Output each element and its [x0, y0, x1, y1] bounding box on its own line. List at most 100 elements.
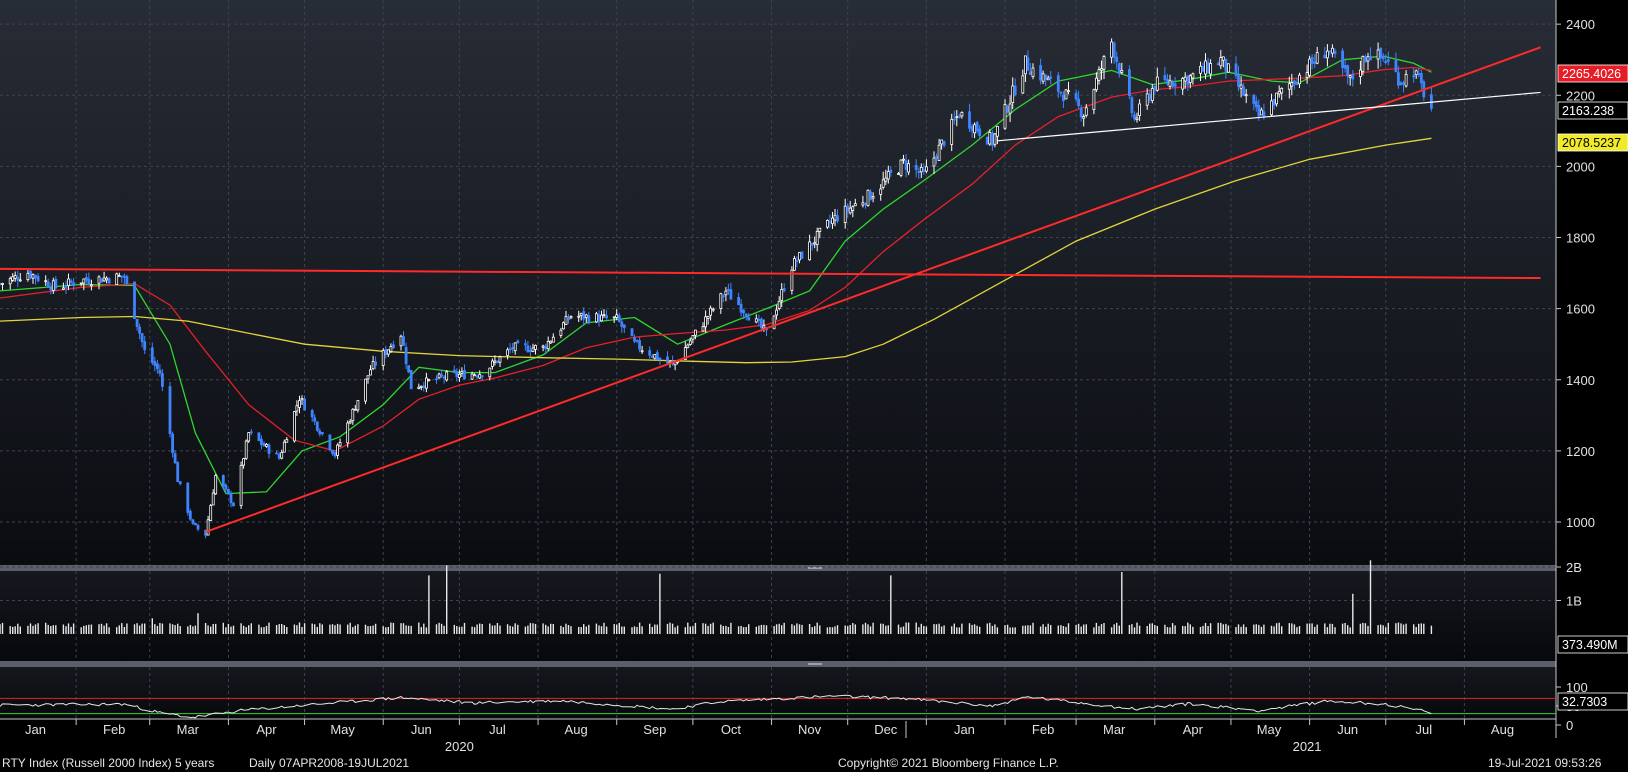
- last-value-label: 2078.5237: [1562, 136, 1621, 150]
- candle-body: [244, 440, 248, 459]
- candle-body: [508, 348, 512, 351]
- candle-body: [1308, 58, 1311, 76]
- volume-bar: [514, 623, 516, 634]
- volume-bar: [385, 627, 387, 634]
- last-value-label: 32.7303: [1562, 695, 1607, 709]
- volume-bar: [834, 626, 836, 634]
- candle-body: [843, 205, 847, 223]
- volume-bar: [425, 627, 428, 634]
- candle-body: [1062, 94, 1065, 101]
- moving-average-line: [0, 66, 1432, 452]
- divider-grip-icon[interactable]: [808, 567, 822, 569]
- candle-body: [402, 336, 405, 346]
- volume-bar: [1171, 623, 1174, 634]
- volume-bar: [1113, 624, 1115, 634]
- volume-bar: [725, 625, 727, 634]
- volume-bar: [826, 627, 829, 634]
- volume-bar: [1369, 560, 1372, 634]
- divider-grip-icon[interactable]: [808, 663, 822, 665]
- candle-body: [437, 373, 441, 379]
- candle-body: [760, 318, 763, 329]
- volume-bar: [1380, 624, 1382, 634]
- candle-body: [869, 191, 872, 201]
- candle-body: [1417, 73, 1421, 76]
- volume-bar: [88, 624, 90, 634]
- volume-bar: [260, 627, 263, 634]
- volume-bar: [1166, 627, 1169, 634]
- candle-body: [168, 386, 172, 435]
- volume-bar: [263, 627, 265, 634]
- volume-bar: [1382, 625, 1384, 634]
- volume-bar: [1253, 624, 1255, 634]
- candle-body: [1412, 75, 1416, 78]
- volume-bar: [869, 626, 872, 634]
- volume-bar: [154, 624, 156, 634]
- candle-body: [470, 373, 474, 380]
- volume-bar: [1397, 622, 1400, 634]
- candle-body: [303, 398, 307, 411]
- volume-bar: [1027, 625, 1029, 634]
- volume-bar: [872, 622, 874, 634]
- volume-bar: [1184, 626, 1186, 634]
- volume-bar: [283, 625, 285, 634]
- candle-body: [1031, 67, 1035, 78]
- volume-bar: [440, 623, 443, 634]
- volume-bar: [47, 624, 49, 634]
- candle-body: [239, 464, 243, 506]
- candle-body: [1168, 80, 1172, 87]
- panel-divider[interactable]: [0, 661, 1556, 667]
- volume-bar: [286, 627, 288, 634]
- candle-body: [1186, 75, 1190, 86]
- candle-body: [897, 173, 900, 175]
- candle-body: [615, 314, 619, 318]
- volume-bar: [512, 626, 514, 634]
- y-tick-label: 2000: [1566, 159, 1595, 174]
- volume-bar: [240, 623, 242, 634]
- candle-body: [1351, 73, 1355, 80]
- volume-bar: [90, 624, 93, 634]
- candle-body: [513, 342, 517, 352]
- volume-bar: [765, 625, 768, 634]
- price-panel-background: [0, 0, 1556, 565]
- candle-body: [1399, 82, 1403, 86]
- volume-bar: [67, 623, 70, 634]
- candle-body: [1021, 75, 1025, 94]
- volume-bar: [1227, 625, 1230, 634]
- panel-divider[interactable]: [0, 565, 1556, 571]
- volume-bar: [588, 624, 590, 634]
- volume-bar: [435, 624, 438, 634]
- volume-bar: [527, 625, 529, 634]
- volume-bar: [491, 625, 494, 634]
- security-description: RTY Index (Russell 2000 Index) 5 years: [2, 756, 215, 770]
- candle-body: [1239, 84, 1243, 89]
- volume-bar: [994, 624, 996, 634]
- candle-body: [1234, 63, 1238, 76]
- candle-body: [498, 356, 502, 363]
- status-bar: RTY Index (Russell 2000 Index) 5 years D…: [0, 754, 1628, 772]
- candle-body: [635, 339, 639, 342]
- volume-bar: [600, 626, 603, 634]
- x-tick-label: Jul: [489, 722, 506, 737]
- candle-body: [810, 242, 814, 246]
- x-tick-label: Feb: [1032, 722, 1054, 737]
- volume-bar: [542, 623, 544, 634]
- volume-bar: [1014, 627, 1016, 634]
- volume-bar: [737, 626, 740, 634]
- volume-bar: [791, 624, 793, 634]
- volume-bar: [80, 627, 82, 634]
- candle-body: [1364, 56, 1367, 63]
- volume-bar: [887, 625, 889, 634]
- volume-bar: [116, 627, 118, 634]
- candle-body: [846, 205, 850, 212]
- candle-body: [973, 124, 976, 134]
- candle-body: [1138, 103, 1141, 117]
- volume-bar: [138, 625, 141, 634]
- volume-bar: [1217, 622, 1219, 634]
- candle-body: [407, 365, 411, 373]
- candle-body: [1059, 91, 1063, 94]
- candle-body: [102, 277, 106, 282]
- candle-body: [914, 164, 918, 171]
- x-tick-label: May: [330, 722, 355, 737]
- volume-bar: [1080, 626, 1082, 634]
- candle-body: [1275, 92, 1278, 105]
